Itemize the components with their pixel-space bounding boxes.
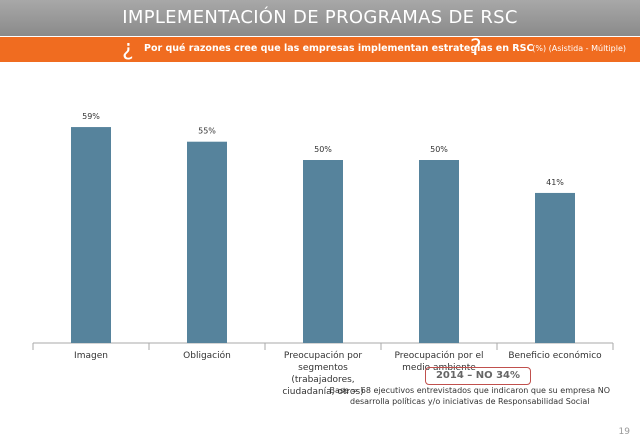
- value-label: 50%: [314, 145, 332, 154]
- question-text: Por qué razones cree que las empresas im…: [144, 43, 534, 54]
- bar: [187, 141, 227, 343]
- category-label: Beneficio económico: [508, 351, 602, 361]
- bar: [303, 160, 343, 343]
- category-label: Preocupación por el medio ambiente: [394, 351, 484, 373]
- question-close: ?: [470, 36, 482, 61]
- value-label: 55%: [198, 127, 216, 136]
- bar: [535, 192, 575, 343]
- category-label: Preocupación por segmentos (trabajadores…: [282, 351, 364, 397]
- base-line: Base = 68 ejecutivos entrevistados que i…: [329, 386, 610, 395]
- base-note: Base = 68 ejecutivos entrevistados que i…: [330, 385, 610, 407]
- callout: 2014 – NO 34%: [425, 367, 531, 385]
- page-number: 19: [618, 427, 630, 437]
- chart: 59% 55% 50% 50% 41%: [32, 112, 614, 350]
- bar: [419, 160, 459, 343]
- question-open: ¿: [122, 36, 134, 61]
- value-label: 59%: [82, 112, 100, 121]
- category-label: Imagen: [74, 351, 108, 361]
- category-label: Obligación: [183, 351, 231, 361]
- value-label: 41%: [546, 178, 564, 187]
- slide-title: IMPLEMENTACIÓN DE PROGRAMAS DE RSC: [0, 0, 640, 36]
- note: (%) (Asistida - Múltiple): [532, 44, 626, 53]
- bar: [71, 127, 111, 343]
- value-label: 50%: [430, 145, 448, 154]
- question-bar: ¿ Por qué razones cree que las empresas …: [0, 36, 640, 62]
- base-line: desarrolla políticas y/o iniciativas de …: [349, 397, 590, 406]
